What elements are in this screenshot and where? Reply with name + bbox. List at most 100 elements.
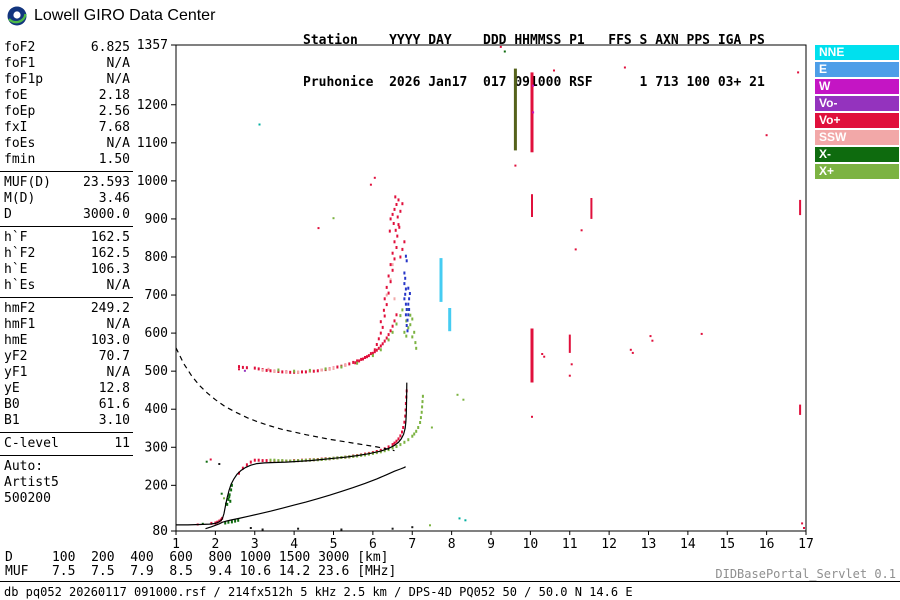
svg-text:12: 12: [601, 537, 617, 552]
param-row-hf2: h`F2 162.5: [4, 246, 132, 262]
param-row-foes: foEs N/A: [4, 136, 132, 152]
param-row-hmf1: hmF1 N/A: [4, 317, 132, 333]
svg-text:900: 900: [145, 212, 168, 227]
servlet-version: DIDBasePortal_Servlet 0.1: [715, 567, 896, 581]
ionogram-file-info: db pq052 20260117 091000.rsf / 214fx512h…: [4, 585, 633, 599]
param-label: B1: [4, 413, 20, 428]
param-row-foe: foE 2.18: [4, 88, 132, 104]
param-label: B0: [4, 397, 20, 412]
param-value: N/A: [106, 278, 130, 293]
param-value: 103.0: [90, 333, 130, 348]
svg-text:80: 80: [152, 524, 168, 539]
param-label: foEs: [4, 136, 36, 151]
trace-F-low-edge-X-: [226, 483, 233, 506]
true-height-profile: [205, 466, 406, 530]
param-value: N/A: [106, 136, 130, 151]
svg-text:1: 1: [172, 537, 180, 552]
param-value: 3.10: [98, 413, 130, 428]
param-value: N/A: [106, 317, 130, 332]
param-row-hf: h`F 162.5: [4, 230, 132, 246]
param-value: 2.56: [98, 104, 130, 119]
panel-separator: [0, 432, 133, 433]
svg-text:2: 2: [211, 537, 219, 552]
param-label: C-level: [4, 436, 59, 451]
param-label: yF1: [4, 365, 28, 380]
svg-text:5: 5: [330, 537, 338, 552]
svg-text:300: 300: [145, 440, 168, 455]
param-label: yE: [4, 381, 20, 396]
param-value: 162.5: [90, 230, 130, 245]
svg-text:8: 8: [448, 537, 456, 552]
param-label: yF2: [4, 349, 28, 364]
param-value: 12.8: [98, 381, 130, 396]
svg-text:14: 14: [680, 537, 696, 552]
brand[interactable]: Lowell GIRO Data Center: [6, 5, 215, 27]
param-value: 106.3: [90, 262, 130, 277]
svg-text:500: 500: [145, 364, 168, 379]
param-label: D: [4, 207, 12, 222]
param-label: Artist5: [4, 475, 59, 490]
param-row-auto: Auto:: [4, 459, 132, 475]
legend-item-x: X+: [815, 164, 899, 179]
param-row-foep: foEp 2.56: [4, 104, 132, 120]
param-row-b0: B0 61.6: [4, 397, 132, 413]
station-header-columns: Station YYYY DAY DDD HHMMSS P1 FFS S AXN…: [303, 33, 765, 48]
param-label: 500200: [4, 491, 51, 506]
legend-item-vo: Vo+: [815, 113, 899, 128]
trace-near-foF2-vertical-blue: [403, 254, 411, 333]
param-row-hes: h`Es N/A: [4, 278, 132, 294]
param-row-hme: hmE 103.0: [4, 333, 132, 349]
trace-second-hop-O-Vo+: [238, 313, 398, 374]
param-row-artist5: Artist5: [4, 475, 132, 491]
param-label: hmF1: [4, 317, 36, 332]
param-value: N/A: [106, 72, 130, 87]
footer-divider: [0, 581, 900, 582]
param-label: h`F: [4, 230, 28, 245]
param-value: 61.6: [98, 397, 130, 412]
param-label: foF2: [4, 40, 36, 55]
param-row-b1: B1 3.10: [4, 413, 132, 429]
param-label: hmF2: [4, 301, 36, 316]
param-row-fof1: foF1 N/A: [4, 56, 132, 72]
param-label: foF1p: [4, 72, 44, 87]
legend-item-e: E: [815, 62, 899, 77]
param-row-fof1p: foF1p N/A: [4, 72, 132, 88]
trace-F2-O-trace-Vo+: [238, 389, 408, 475]
brand-title: Lowell GIRO Data Center: [34, 7, 216, 24]
plot-frame: [175, 44, 807, 532]
svg-text:13: 13: [641, 537, 657, 552]
legend-item-vo: Vo-: [815, 96, 899, 111]
station-header: Station YYYY DAY DDD HHMMSS P1 FFS S AXN…: [303, 6, 765, 118]
param-value: N/A: [106, 56, 130, 71]
param-value: 23.593: [83, 175, 130, 190]
legend-item-x: X-: [815, 147, 899, 162]
muf-row: MUF 7.5 7.5 7.9 8.5 9.4 10.6 14.2 23.6 […: [5, 564, 397, 579]
param-value: 70.7: [98, 349, 130, 364]
muf-transmission-curve: [176, 347, 395, 452]
param-row-yf1: yF1 N/A: [4, 365, 132, 381]
param-row-hmf2: hmF2 249.2: [4, 301, 132, 317]
axes: 1357120011001000900800700600500400300200…: [137, 38, 814, 552]
param-value: 162.5: [90, 246, 130, 261]
station-header-values: Pruhonice 2026 Jan17 017 091000 RSF 1 71…: [303, 75, 765, 90]
param-value: 11: [114, 436, 130, 451]
param-label: foEp: [4, 104, 36, 119]
param-label: hmE: [4, 333, 28, 348]
svg-text:700: 700: [145, 288, 168, 303]
panel-separator: [0, 226, 133, 227]
param-label: foE: [4, 88, 28, 103]
trace-second-hop-spread-Vo+: [354, 223, 406, 365]
legend-item-w: W: [815, 79, 899, 94]
param-value: 249.2: [90, 301, 130, 316]
param-value: 6.825: [90, 40, 130, 55]
param-label: MUF(D): [4, 175, 51, 190]
lowell-giro-logo-icon: [6, 5, 28, 27]
legend-item-nne: NNE: [815, 45, 899, 60]
svg-text:15: 15: [719, 537, 735, 552]
panel-separator: [0, 297, 133, 298]
svg-text:1000: 1000: [137, 174, 168, 189]
param-value: 1.50: [98, 152, 130, 167]
svg-text:10: 10: [523, 537, 539, 552]
